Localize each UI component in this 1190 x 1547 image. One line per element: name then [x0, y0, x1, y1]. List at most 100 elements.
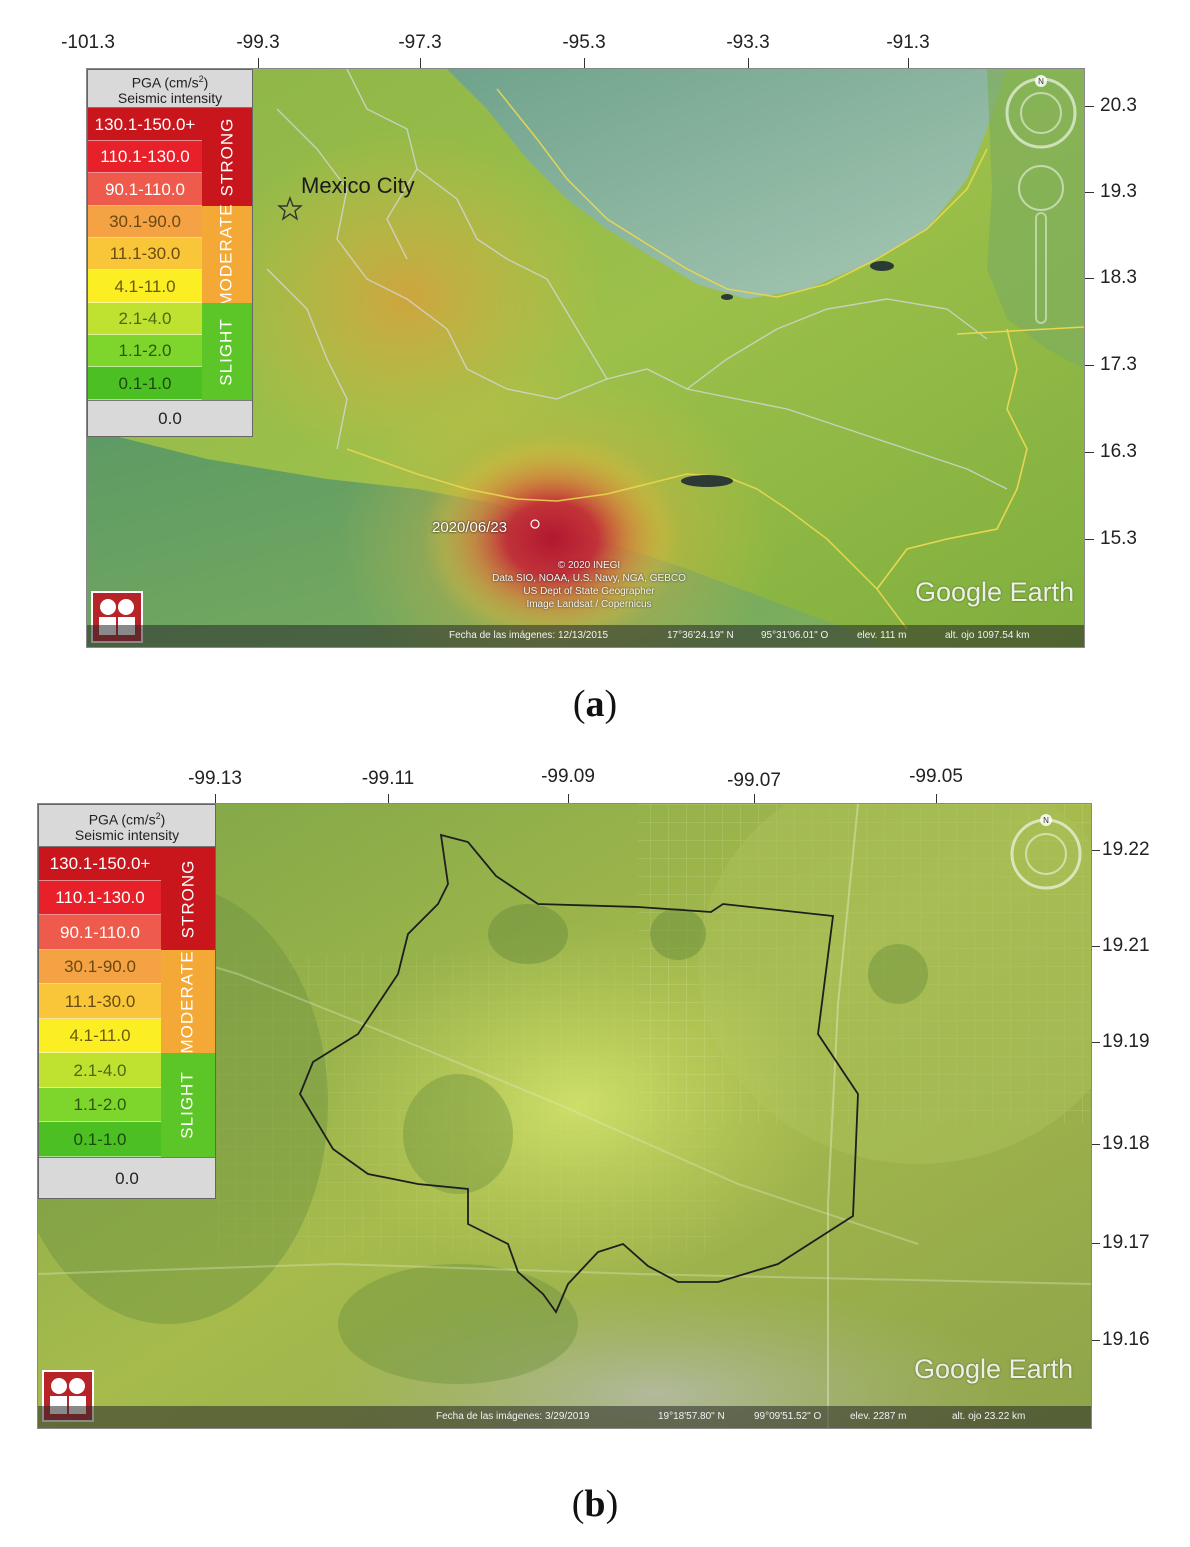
credit-line: © 2020 INEGI	[557, 560, 621, 571]
lat-tickmark	[1084, 192, 1094, 193]
legend-title-superscript: 2	[198, 74, 204, 84]
status-latitude: 17°36'24.19" N	[667, 630, 734, 641]
lat-tickmark	[1090, 946, 1100, 947]
lat-tick: 19.21	[1102, 935, 1150, 956]
legend-row: 90.1-110.0	[39, 915, 161, 950]
lat-tick: 19.16	[1102, 1329, 1150, 1350]
legend-title-end: )	[203, 74, 209, 91]
lat-tickmark	[1084, 278, 1094, 279]
legend-row: 1.1-2.0	[39, 1088, 161, 1122]
lat-tickmark	[1084, 539, 1094, 540]
credit-line: Image Landsat / Copernicus	[526, 599, 652, 610]
google-earth-logo: Google Earth	[914, 1354, 1074, 1384]
logo-icon	[50, 1378, 86, 1414]
lon-tick: -91.3	[886, 32, 930, 53]
map-regional[interactable]: PGA (cm/s2) Seismic intensity 130.1-150.…	[86, 68, 1085, 648]
status-longitude: 99°09'51.52" O	[754, 1411, 822, 1422]
lat-tick: 16.3	[1100, 441, 1137, 462]
lon-tick: -99.05	[909, 766, 963, 787]
legend-zero: 0.0	[39, 1157, 215, 1198]
legend-subtitle: Seismic intensity	[74, 826, 180, 843]
lon-tick: -99.07	[727, 770, 781, 791]
legend-subtitle: Seismic intensity	[117, 89, 223, 106]
status-eye-altitude: alt. ojo 1097.54 km	[945, 630, 1030, 641]
imagery-credits: © 2020 INEGI Data SIO, NOAA, U.S. Navy, …	[459, 559, 719, 611]
status-latitude: 19°18'57.80" N	[658, 1411, 725, 1422]
panel-caption: (a)	[572, 683, 618, 725]
legend-title-text: PGA (cm/s	[131, 74, 199, 91]
lon-tick: -93.3	[726, 32, 770, 53]
legend-row: 30.1-90.0	[88, 206, 202, 238]
lon-tick: -99.09	[541, 766, 595, 787]
legend-row: 4.1-11.0	[39, 1019, 161, 1053]
lon-tickmark	[936, 794, 937, 804]
lon-tick: -101.3	[61, 32, 115, 53]
status-elevation: elev. 111 m	[857, 630, 907, 641]
intensity-legend: PGA (cm/s2) Seismic intensity 130.1-150.…	[38, 804, 216, 1199]
lat-tick: 15.3	[1100, 528, 1137, 549]
lat-tickmark	[1090, 850, 1100, 851]
lat-tickmark	[1084, 452, 1094, 453]
status-longitude: 95°31'06.01" O	[761, 630, 829, 641]
panel-a: -101.3 -99.3 -97.3 -95.3 -93.3 -91.3 2 0.…	[0, 0, 1190, 740]
compass-north-letter: N	[1038, 77, 1044, 86]
lat-tickmark	[1090, 1042, 1100, 1043]
legend-row: 30.1-90.0	[39, 950, 161, 984]
legend-title-text: PGA (cm/s	[88, 811, 156, 828]
lon-tickmark	[908, 58, 909, 68]
legend-category: MODERATE	[161, 950, 215, 1053]
lat-tick: 19.22	[1102, 839, 1150, 860]
legend-category: SLIGHT	[202, 303, 252, 400]
navigation-compass-icon[interactable]: N	[1006, 808, 1086, 892]
lat-tick: 19.19	[1102, 1031, 1150, 1052]
credit-line: Data SIO, NOAA, U.S. Navy, NGA, GEBCO	[492, 573, 686, 584]
lat-tick: 18.3	[1100, 267, 1137, 288]
legend-row: 11.1-30.0	[39, 984, 161, 1019]
lat-tickmark	[1084, 365, 1094, 366]
legend-title-superscript: 2	[155, 811, 161, 821]
status-elevation: elev. 2287 m	[850, 1411, 907, 1422]
legend-zero: 0.0	[88, 400, 252, 436]
lon-tick: -95.3	[562, 32, 606, 53]
legend-category: STRONG	[202, 108, 252, 206]
lon-tickmark	[568, 794, 569, 804]
lon-tickmark	[584, 58, 585, 68]
lon-tickmark	[748, 58, 749, 68]
lon-tick: -97.3	[398, 32, 442, 53]
lon-tickmark	[754, 794, 755, 804]
map-local[interactable]: PGA (cm/s2) Seismic intensity 130.1-150.…	[37, 803, 1092, 1429]
lon-tickmark	[215, 794, 216, 804]
legend-row: 130.1-150.0+	[88, 108, 202, 141]
lon-tick: -99.3	[236, 32, 280, 53]
legend-title: PGA (cm/s2) Seismic intensity	[39, 805, 215, 847]
status-eye-altitude: alt. ojo 23.22 km	[952, 1411, 1026, 1422]
credit-line: US Dept of State Geographer	[523, 586, 655, 597]
legend-row: 2.1-4.0	[88, 303, 202, 335]
lat-tick: 19.3	[1100, 181, 1137, 202]
city-label: Mexico City	[301, 173, 415, 198]
legend-category: MODERATE	[202, 203, 252, 306]
legend-row: 90.1-110.0	[88, 173, 202, 206]
lon-tickmark	[420, 58, 421, 68]
lat-tickmark	[1084, 106, 1094, 107]
lon-tick: -99.13	[188, 768, 242, 789]
legend-row: 130.1-150.0+	[39, 847, 161, 881]
status-image-date: Fecha de las imágenes: 3/29/2019	[436, 1411, 590, 1422]
legend-row: 11.1-30.0	[88, 238, 202, 270]
legend-title-end: )	[160, 811, 166, 828]
legend-row: 2.1-4.0	[39, 1053, 161, 1088]
lat-tickmark	[1090, 1340, 1100, 1341]
panel-caption: (b)	[571, 1483, 619, 1525]
google-earth-logo: Google Earth	[915, 577, 1075, 607]
lat-tickmark	[1090, 1144, 1100, 1145]
legend-title: PGA (cm/s2) Seismic intensity	[88, 70, 252, 108]
lon-tickmark	[388, 794, 389, 804]
navigation-compass-icon[interactable]: N	[1003, 73, 1079, 333]
legend-row: 0.1-1.0	[88, 367, 202, 400]
legend-row: 1.1-2.0	[88, 335, 202, 367]
legend-row: 110.1-130.0	[39, 881, 161, 915]
event-date-label: 2020/06/23	[432, 519, 508, 536]
lat-tick: 19.17	[1102, 1232, 1150, 1253]
legend-row: 0.1-1.0	[39, 1122, 161, 1157]
status-image-date: Fecha de las imágenes: 12/13/2015	[449, 630, 608, 641]
